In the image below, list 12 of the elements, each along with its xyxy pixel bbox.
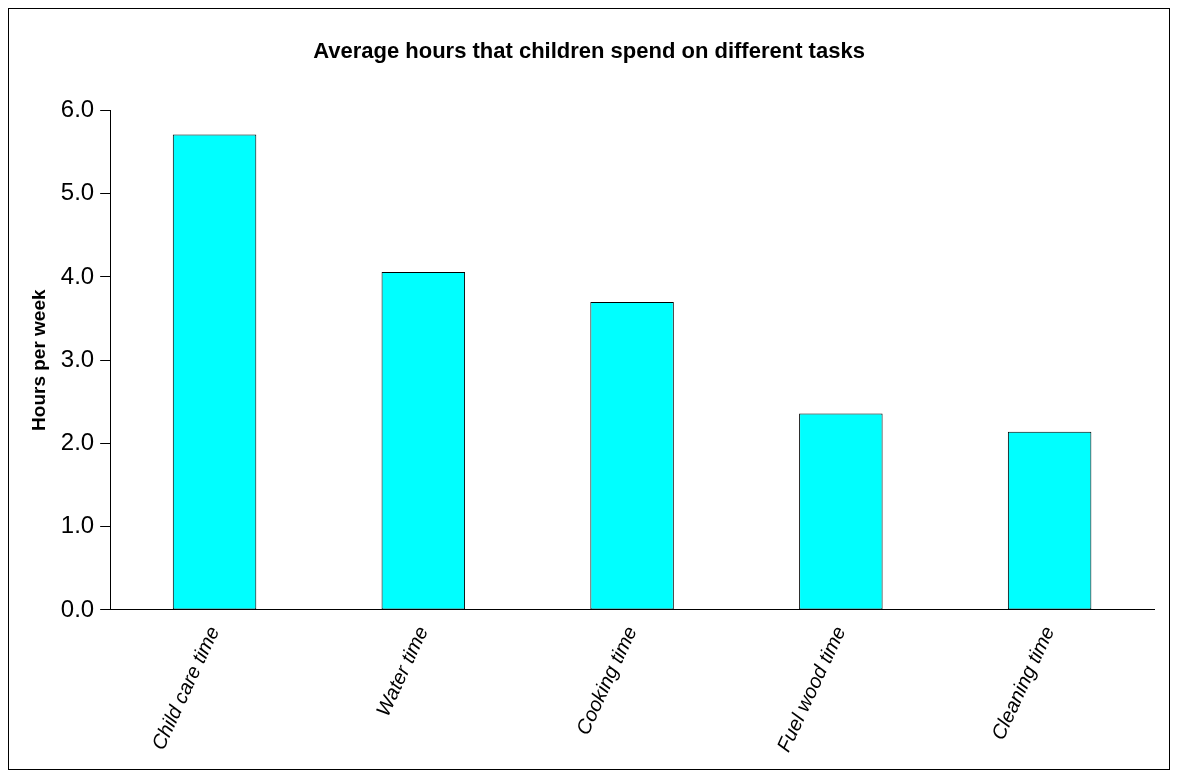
y-tick-label: 1.0 — [60, 511, 95, 539]
x-tick-label: Fuel wood time — [772, 622, 850, 755]
y-tick-label: 6.0 — [60, 95, 95, 123]
chart-title: Average hours that children spend on different tasks — [313, 38, 865, 64]
y-tick-label: 0.0 — [60, 594, 95, 622]
x-tick-label: Water time — [371, 622, 432, 720]
y-axis-title: Hours per week — [27, 288, 49, 431]
y-tick-label: 5.0 — [60, 178, 95, 206]
y-tick-label: 3.0 — [60, 344, 95, 372]
x-tick-label: Child care time — [146, 622, 224, 753]
y-tick-label: 4.0 — [60, 261, 95, 289]
y-tick-label: 2.0 — [60, 428, 95, 456]
